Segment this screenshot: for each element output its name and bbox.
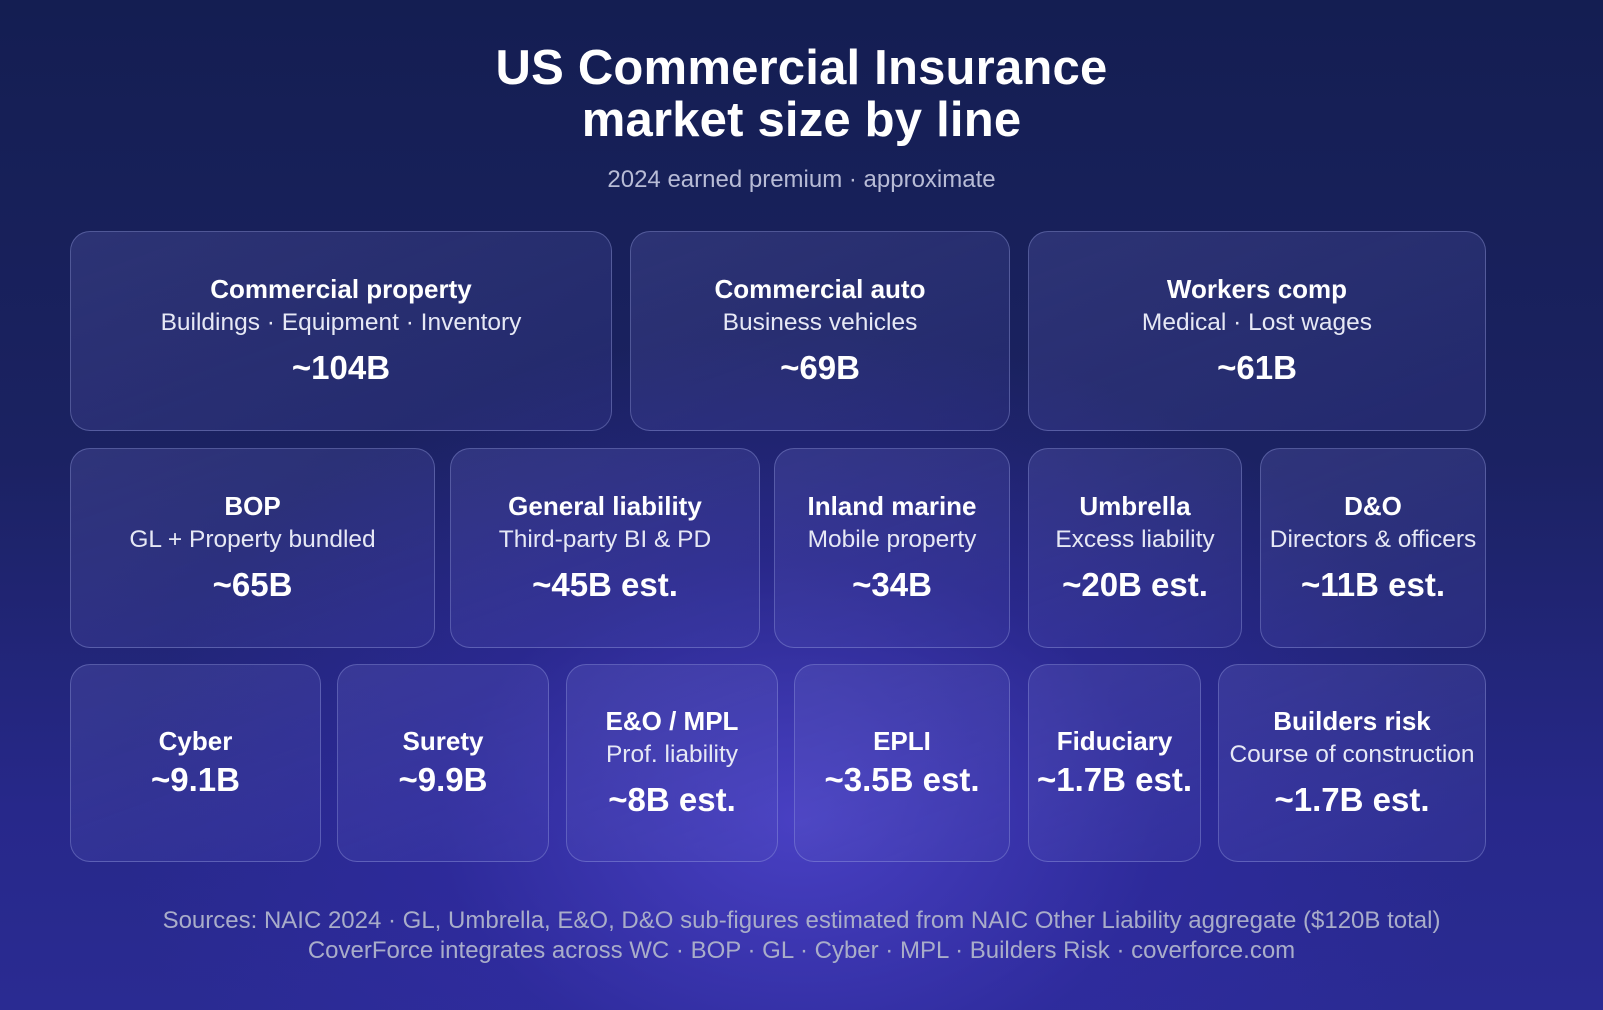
- tile-name: Commercial auto: [714, 274, 926, 304]
- tile-general-liability: General liability Third-party BI & PD ~45B…: [450, 448, 760, 648]
- tile-name: E&O / MPL: [605, 706, 739, 736]
- tile-name: Cyber: [158, 726, 233, 756]
- tile-umbrella: Umbrella Excess liability ~20B est.: [1028, 448, 1242, 648]
- tile-name: Inland marine: [807, 491, 977, 521]
- tile-value: ~8B est.: [608, 781, 736, 818]
- tile-surety: Surety ~9.9B: [337, 664, 549, 862]
- tile-name: BOP: [224, 491, 281, 521]
- tile-value: ~34B: [852, 566, 932, 603]
- tile-name: Umbrella: [1079, 491, 1191, 521]
- tile-name: Commercial property: [210, 274, 472, 304]
- tile-name: Workers comp: [1166, 274, 1348, 304]
- tile-name: Builders risk: [1273, 706, 1431, 736]
- tile-inland-marine: Inland marine Mobile property ~34B: [774, 448, 1010, 648]
- tile-description: Prof. liability: [605, 741, 739, 768]
- tile-cyber: Cyber ~9.1B: [70, 664, 321, 862]
- tile-commercial-auto: Commercial auto Business vehicles ~69B: [630, 231, 1010, 431]
- tile-value: ~45B est.: [532, 566, 678, 603]
- tile-description: Mobile property: [807, 526, 977, 553]
- tile-commercial-property: Commercial property Buildings · Equipment…: [70, 231, 612, 431]
- tile-dando: D&O Directors & officers ~11B est.: [1260, 448, 1486, 648]
- tile-description: Course of construction: [1229, 741, 1475, 768]
- tile-value: ~104B: [291, 349, 391, 386]
- chart-subtitle: 2024 earned premium · approximate: [607, 166, 996, 193]
- tile-name: Surety: [402, 726, 484, 756]
- tile-value: ~11B est.: [1300, 566, 1446, 603]
- chart-title: US Commercial Insurance market size by l…: [0, 42, 1603, 146]
- tile-builders-risk: Builders risk Course of construction ~1.7B…: [1218, 664, 1486, 862]
- tile-value: ~1.7B est.: [1274, 781, 1430, 818]
- tile-fiduciary: Fiduciary ~1.7B est.: [1028, 664, 1201, 862]
- footer-sources: Sources: NAIC 2024 · GL, Umbrella, E&O, …: [162, 907, 1441, 934]
- tile-name: General liability: [508, 491, 702, 521]
- footer-coverforce: CoverForce integrates across WC · BOP · …: [307, 937, 1296, 964]
- tile-value: ~20B est.: [1062, 566, 1208, 603]
- tile-value: ~61B: [1217, 349, 1297, 386]
- tile-workers-comp: Workers comp Medical · Lost wages ~61B: [1028, 231, 1486, 431]
- tile-value: ~3.5B est.: [824, 761, 980, 798]
- title-line-1: US Commercial Insurance: [495, 41, 1108, 95]
- tile-description: Medical · Lost wages: [1141, 309, 1373, 336]
- tile-name: D&O: [1344, 491, 1402, 521]
- tile-description: Business vehicles: [722, 309, 918, 336]
- tile-value: ~69B: [780, 349, 860, 386]
- tile-value: ~1.7B est.: [1036, 761, 1192, 798]
- tile-description: Directors & officers: [1269, 526, 1477, 553]
- tile-value: ~9.1B: [151, 761, 240, 798]
- tile-description: GL + Property bundled: [129, 526, 376, 553]
- tile-name: EPLI: [873, 726, 931, 756]
- tile-description: Buildings · Equipment · Inventory: [160, 309, 522, 336]
- tile-name: Fiduciary: [1056, 726, 1173, 756]
- tile-eando-mpl: E&O / MPL Prof. liability ~8B est.: [566, 664, 778, 862]
- tile-value: ~9.9B: [398, 761, 488, 798]
- tile-description: Excess liability: [1055, 526, 1215, 553]
- tile-epli: EPLI ~3.5B est.: [794, 664, 1010, 862]
- title-line-2: market size by line: [581, 93, 1022, 147]
- tile-description: Third-party BI & PD: [498, 526, 712, 553]
- tile-bop: BOP GL + Property bundled ~65B: [70, 448, 435, 648]
- tile-value: ~65B: [212, 566, 293, 603]
